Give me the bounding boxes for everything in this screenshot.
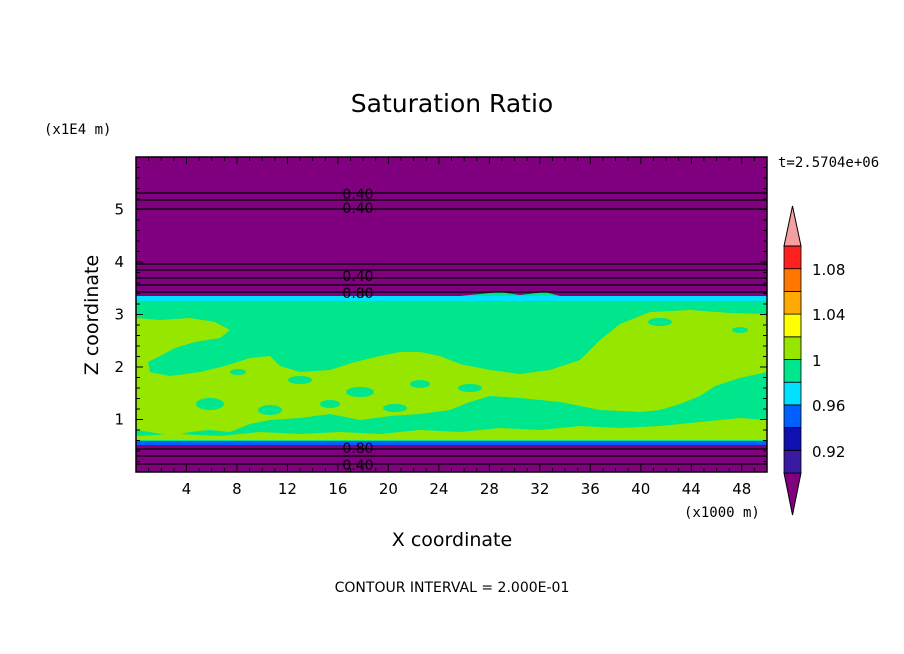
x-tick-label: 40 [631, 480, 650, 498]
contour-label: 0.80 [342, 286, 373, 302]
colorbar-swatch [783, 313, 802, 338]
colorbar-swatch [783, 268, 802, 292]
upper-cyan-edge [136, 296, 767, 301]
colorbar-swatch [783, 359, 802, 383]
colorbar: 1.08 1.04 1 0.96 0.92 [783, 205, 845, 516]
x-unit-label: (x1000 m) [684, 505, 760, 521]
x-tick-label: 36 [581, 480, 600, 498]
contour-label: 0.40 [342, 201, 373, 217]
colorbar-label: 1.04 [812, 306, 845, 324]
x-tick-label: 48 [732, 480, 751, 498]
x-axis-ticks: 4 8 12 16 20 24 28 32 36 40 44 48 [148, 157, 755, 498]
colorbar-bottom-arrow [783, 472, 802, 516]
x-tick-label: 12 [278, 480, 297, 498]
x-tick-label: 32 [530, 480, 549, 498]
colorbar-swatch [783, 404, 802, 428]
y-tick-label: 5 [114, 201, 124, 219]
contour-label: 0.40 [342, 187, 373, 203]
turbulent-patches [180, 318, 748, 424]
colorbar-label: 1 [812, 352, 822, 370]
colorbar-swatch [783, 427, 802, 451]
x-tick-label: 24 [429, 480, 448, 498]
y-unit-label: (x1E4 m) [44, 122, 111, 138]
colorbar-label: 0.96 [812, 397, 845, 415]
time-label: t=2.5704e+06 [778, 155, 879, 171]
y-tick-label: 1 [114, 411, 124, 429]
supersat-region-lower [136, 418, 767, 440]
x-tick-label: 28 [480, 480, 499, 498]
colorbar-swatch [783, 336, 802, 360]
lower-blue-edge [136, 441, 767, 445]
supersat-region-left [136, 310, 767, 436]
y-axis-ticks: 1 2 3 4 5 [114, 167, 767, 462]
contour-label: 0.40 [342, 269, 373, 285]
y-tick-label: 4 [114, 253, 124, 271]
x-tick-label: 4 [182, 480, 192, 498]
chart-title: Saturation Ratio [351, 89, 553, 118]
contour-field [136, 157, 767, 472]
y-axis-title: Z coordinate [81, 255, 103, 375]
colorbar-label: 0.92 [812, 443, 845, 461]
x-tick-label: 16 [328, 480, 347, 498]
x-tick-label: 44 [682, 480, 701, 498]
contour-label: 0.40 [342, 458, 373, 474]
y-tick-label: 3 [114, 306, 124, 324]
colorbar-label: 1.08 [812, 261, 845, 279]
contour-interval-footer: CONTOUR INTERVAL = 2.000E-01 [335, 580, 570, 596]
x-axis-title: X coordinate [392, 529, 512, 551]
x-tick-label: 8 [232, 480, 242, 498]
colorbar-swatch [783, 449, 802, 474]
x-tick-label: 20 [379, 480, 398, 498]
colorbar-swatch [783, 245, 802, 270]
colorbar-swatch [783, 290, 802, 315]
colorbar-top-arrow [783, 205, 802, 247]
y-tick-label: 2 [114, 358, 124, 376]
contour-label: 0.80 [342, 441, 373, 457]
colorbar-swatch [783, 381, 802, 406]
contour-lines [136, 192, 767, 465]
